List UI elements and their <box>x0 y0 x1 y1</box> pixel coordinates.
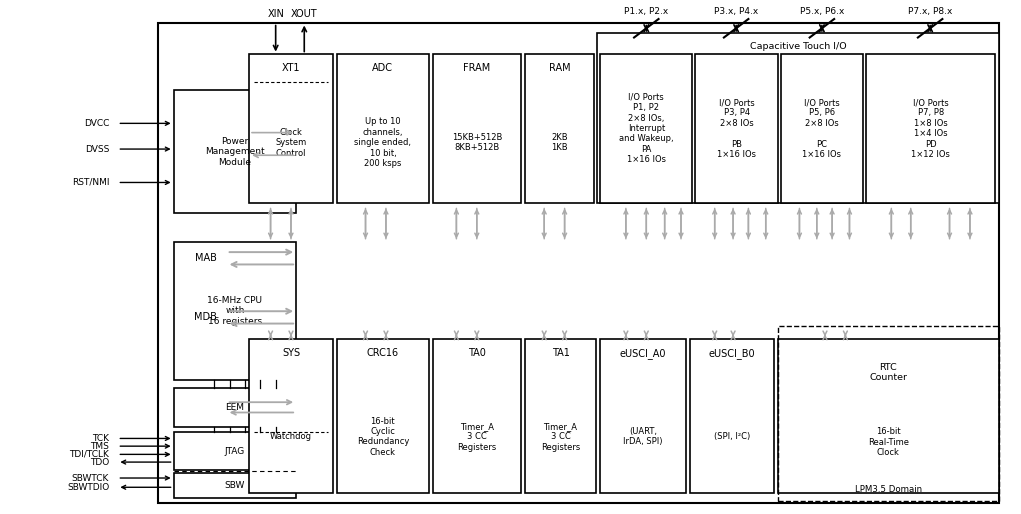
Text: Capacitive Touch I/O: Capacitive Touch I/O <box>749 42 846 51</box>
Text: P5.x, P6.x: P5.x, P6.x <box>799 7 844 16</box>
Text: MDB: MDB <box>194 313 216 322</box>
Text: RAM: RAM <box>548 63 571 73</box>
Bar <box>690 339 774 493</box>
Bar <box>337 339 429 493</box>
Text: Timer_A
3 CC
Registers: Timer_A 3 CC Registers <box>541 422 580 452</box>
Text: Watchdog: Watchdog <box>270 432 312 442</box>
Text: (UART,
IrDA, SPI): (UART, IrDA, SPI) <box>624 427 663 447</box>
Bar <box>600 339 686 493</box>
Bar <box>525 339 596 493</box>
Text: TDO: TDO <box>90 457 109 467</box>
Bar <box>778 326 999 501</box>
Bar <box>337 54 429 203</box>
Text: TCK: TCK <box>92 434 109 443</box>
Text: MAB: MAB <box>195 253 216 263</box>
Text: Timer_A
3 CC
Registers: Timer_A 3 CC Registers <box>457 422 496 452</box>
Text: 16-MHz CPU
with
16 registers: 16-MHz CPU with 16 registers <box>207 296 262 326</box>
Bar <box>174 90 296 213</box>
Bar <box>695 54 778 203</box>
Text: 16-bit
Cyclic
Redundancy
Check: 16-bit Cyclic Redundancy Check <box>356 417 409 457</box>
Text: I/O Ports
P7, P8
1×8 IOs
1×4 IOs
PD
1×12 IOs: I/O Ports P7, P8 1×8 IOs 1×4 IOs PD 1×12… <box>911 98 951 159</box>
Text: DVCC: DVCC <box>84 119 109 128</box>
Text: SYS: SYS <box>282 348 300 358</box>
Bar <box>597 33 999 203</box>
Text: EEM: EEM <box>226 403 244 412</box>
Bar <box>174 388 296 427</box>
Bar <box>778 339 999 493</box>
Text: P7.x, P8.x: P7.x, P8.x <box>908 7 953 16</box>
Bar <box>225 244 999 272</box>
Text: CRC16: CRC16 <box>367 348 399 358</box>
Text: TDI/TCLK: TDI/TCLK <box>69 450 109 459</box>
Text: FRAM: FRAM <box>464 63 490 73</box>
Text: Power
Management
Module: Power Management Module <box>205 137 264 167</box>
Bar <box>174 473 296 498</box>
Bar <box>866 54 995 203</box>
Text: P3.x, P4.x: P3.x, P4.x <box>714 7 759 16</box>
Bar <box>433 339 521 493</box>
Text: I/O Ports
P5, P6
2×8 IOs

PC
1×16 IOs: I/O Ports P5, P6 2×8 IOs PC 1×16 IOs <box>803 98 841 159</box>
Text: ADC: ADC <box>373 63 393 73</box>
Text: 2KB
1KB: 2KB 1KB <box>551 133 568 152</box>
Text: eUSCI_A0: eUSCI_A0 <box>620 348 667 359</box>
Text: 16-bit
Real-Time
Clock: 16-bit Real-Time Clock <box>868 427 909 457</box>
Bar <box>249 339 333 493</box>
Text: TA0: TA0 <box>468 348 486 358</box>
Bar <box>525 54 594 203</box>
Text: TA1: TA1 <box>551 348 570 358</box>
Bar <box>158 23 999 503</box>
Text: DVSS: DVSS <box>85 144 109 154</box>
Text: LPM3.5 Domain: LPM3.5 Domain <box>855 485 922 494</box>
Text: P1.x, P2.x: P1.x, P2.x <box>624 7 669 16</box>
Bar <box>781 54 863 203</box>
Text: SBWTDIO: SBWTDIO <box>67 483 109 492</box>
Text: RTC
Counter: RTC Counter <box>869 363 908 382</box>
Bar <box>249 54 333 203</box>
Bar <box>174 432 296 470</box>
Text: (SPI, I²C): (SPI, I²C) <box>714 432 750 442</box>
Text: XT1: XT1 <box>282 63 300 73</box>
Text: TMS: TMS <box>91 442 109 451</box>
Text: I/O Ports
P3, P4
2×8 IOs

PB
1×16 IOs: I/O Ports P3, P4 2×8 IOs PB 1×16 IOs <box>717 98 757 159</box>
Text: RST/NMI: RST/NMI <box>71 178 109 187</box>
Bar <box>225 303 999 332</box>
Text: I/O Ports
P1, P2
2×8 IOs,
Interrupt
and Wakeup,
PA
1×16 IOs: I/O Ports P1, P2 2×8 IOs, Interrupt and … <box>619 93 674 164</box>
Text: Clock
System
Control: Clock System Control <box>276 128 306 157</box>
Text: SBWTCK: SBWTCK <box>71 473 109 483</box>
Text: XOUT: XOUT <box>291 9 318 19</box>
Text: SBW: SBW <box>225 481 245 490</box>
Text: Up to 10
channels,
single ended,
10 bit,
200 ksps: Up to 10 channels, single ended, 10 bit,… <box>354 117 411 168</box>
Bar <box>433 54 521 203</box>
Text: JTAG: JTAG <box>225 447 245 455</box>
Text: XIN: XIN <box>268 9 284 19</box>
Text: eUSCI_B0: eUSCI_B0 <box>709 348 756 359</box>
Bar <box>174 242 296 380</box>
Bar <box>600 54 692 203</box>
Text: 15KB+512B
8KB+512B: 15KB+512B 8KB+512B <box>451 133 502 152</box>
